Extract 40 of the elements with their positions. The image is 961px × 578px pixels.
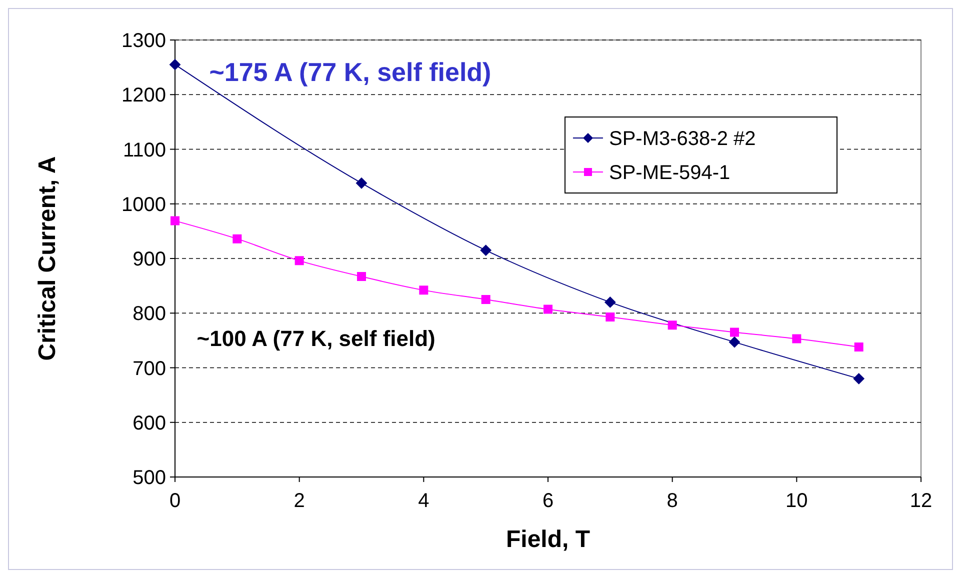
y-tick-label: 1000 [122, 194, 166, 216]
point [792, 334, 802, 344]
point [729, 336, 740, 348]
y-axis-title: Critical Current, A [34, 156, 61, 361]
y-tick-label: 800 [132, 303, 166, 326]
x-tick-label: 2 [294, 490, 305, 512]
point [544, 304, 552, 314]
legend-label: SP-M3-638-2 #2 [609, 128, 756, 150]
y-tick-label: 1300 [122, 30, 166, 52]
x-tick-label: 4 [418, 490, 430, 512]
point [853, 373, 864, 384]
y-tick-label: 600 [132, 412, 166, 434]
point [668, 320, 677, 330]
y-tick-label: 1100 [122, 139, 166, 162]
point [480, 244, 492, 256]
annotation: ~100 A (77 K, self field) [196, 326, 436, 351]
point [419, 286, 428, 295]
y-tick-label: 1200 [122, 84, 166, 107]
point [606, 312, 615, 322]
point [854, 342, 864, 352]
point [604, 296, 616, 308]
point [357, 272, 366, 282]
y-tick-label: 700 [132, 358, 166, 380]
x-tick-label: 0 [169, 490, 181, 512]
x-tick-label: 10 [786, 490, 808, 512]
x-tick-label: 8 [666, 490, 678, 512]
y-tick-label: 500 [132, 467, 166, 489]
x-tick-label: 12 [910, 490, 932, 512]
annotation: ~175 A (77 K, self field) [209, 56, 492, 87]
x-axis-title: Field, T [506, 526, 590, 553]
point [232, 234, 242, 244]
point [170, 59, 180, 70]
point [170, 216, 180, 226]
point [294, 256, 304, 266]
y-tick-label: 900 [132, 248, 166, 270]
point [356, 178, 367, 189]
point [730, 328, 739, 337]
point [481, 294, 490, 304]
x-tick-label: 6 [542, 490, 554, 512]
legend-label: SP-ME-594-1 [609, 162, 730, 184]
